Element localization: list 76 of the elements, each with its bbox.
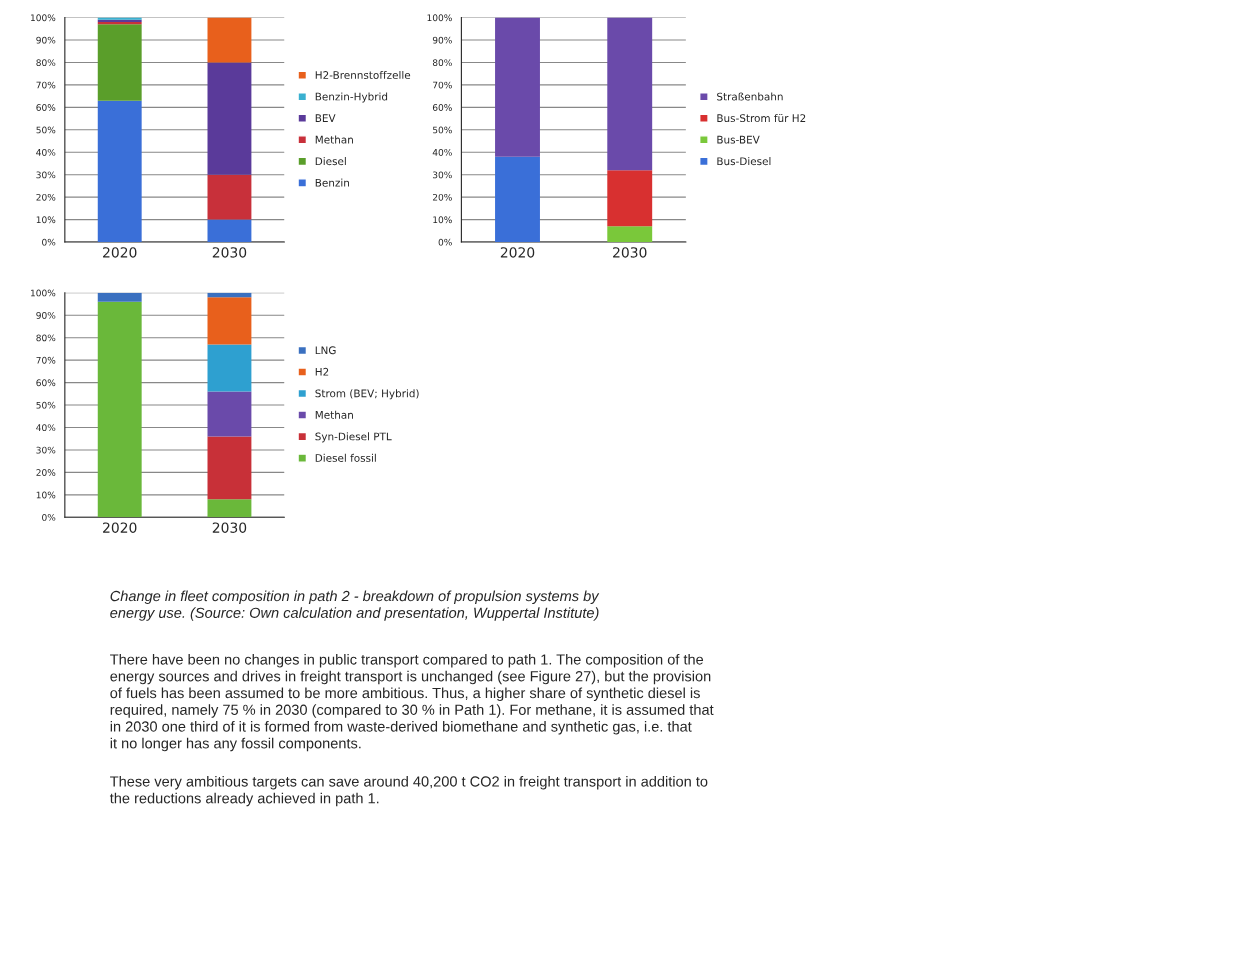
y-tick-label: 40% bbox=[36, 148, 56, 156]
y-tick-label: 90% bbox=[36, 36, 56, 44]
y-tick-label: 90% bbox=[36, 311, 56, 319]
legend-label: Bus-Diesel bbox=[717, 157, 771, 166]
text: These very ambitious targets can save around 40,200 t CO2 in freight transport in addition to the reductions already achieved in path 1. bbox=[109, 775, 708, 807]
y-tick-label: 100% bbox=[427, 14, 452, 22]
y-tick-label: 20% bbox=[432, 193, 452, 201]
text: There have been no changes in public transport compared to path 1. The composition of the energy sources and drives in freight transport is unchanged (see Figure 27), but the provision of fuels has been assumed to be more ambitious. Thus, a higher share of synthetic diesel is required, namely 75 % in 2030 (compared to 30 % in Path 1). For methane, it is assumed that in 2030 one third of it is formed from waste-derived biomethane and synthetic gas, i.e. that it no longer has any fossil components. bbox=[110, 653, 714, 752]
bar bbox=[207, 391, 252, 437]
bar bbox=[607, 226, 653, 243]
legend-label: BEV bbox=[315, 114, 336, 122]
legend-label: H2-Brennstoffzelle bbox=[315, 70, 411, 79]
y-tick-label: 80% bbox=[36, 59, 56, 67]
legend-label: LNG bbox=[315, 346, 336, 355]
y-tick-label: 30% bbox=[36, 446, 56, 454]
legend-label: Benzin bbox=[315, 178, 349, 187]
y-tick-label: 40% bbox=[432, 148, 452, 156]
legend-label: Methan bbox=[315, 135, 353, 144]
legend-label: Bus-Strom für H2 bbox=[717, 114, 806, 123]
legend-label: Diesel fossil bbox=[315, 453, 376, 462]
y-tick-label: 90% bbox=[432, 36, 452, 44]
y-tick-label: 40% bbox=[36, 424, 56, 432]
text: Change in fleet composition in path 2 - breakdown of propulsion systems by energy use. (Source: Own calculation and presentation, Wuppertal Institute) bbox=[110, 590, 600, 621]
y-tick-label: 60% bbox=[432, 104, 452, 111]
bar bbox=[207, 174, 252, 220]
bar bbox=[97, 100, 142, 243]
legend-label: Straßenbahn bbox=[717, 92, 783, 101]
bar bbox=[207, 62, 252, 175]
y-tick-label: 10% bbox=[36, 491, 56, 499]
legend-label: Diesel bbox=[315, 157, 346, 166]
legend-label: Bus-BEV bbox=[717, 135, 760, 144]
y-tick-label: 60% bbox=[36, 104, 56, 111]
bar bbox=[207, 499, 252, 518]
legend-label: Strom (BEV; Hybrid) bbox=[315, 389, 419, 400]
bar bbox=[495, 156, 540, 243]
x-tick-label: 2020 bbox=[103, 247, 137, 258]
legend-label: H2 bbox=[315, 367, 329, 376]
y-tick-label: 0% bbox=[42, 238, 56, 246]
legend-label: Syn-Diesel PTL bbox=[315, 432, 392, 443]
y-tick-label: 20% bbox=[36, 469, 56, 476]
y-tick-label: 0% bbox=[42, 514, 56, 521]
y-tick-label: 10% bbox=[36, 216, 56, 224]
y-tick-label: 50% bbox=[36, 126, 56, 134]
y-tick-label: 60% bbox=[36, 379, 56, 387]
y-tick-label: 70% bbox=[36, 356, 56, 364]
y-tick-label: 10% bbox=[433, 216, 452, 224]
y-tick-label: 20% bbox=[36, 193, 56, 201]
x-tick-label: 2020 bbox=[103, 522, 137, 533]
bar bbox=[97, 301, 142, 518]
bar bbox=[607, 170, 653, 227]
bar bbox=[207, 344, 252, 392]
bar bbox=[97, 292, 142, 302]
y-tick-label: 30% bbox=[432, 171, 452, 179]
y-tick-label: 100% bbox=[31, 14, 56, 22]
y-tick-label: 70% bbox=[433, 81, 452, 89]
legend-label: Methan bbox=[315, 410, 353, 419]
bar bbox=[207, 297, 252, 345]
y-tick-label: 100% bbox=[31, 289, 56, 297]
y-tick-label: 30% bbox=[36, 171, 56, 179]
y-tick-label: 70% bbox=[36, 81, 56, 89]
y-tick-label: 50% bbox=[36, 401, 56, 409]
bar bbox=[607, 17, 653, 171]
bar bbox=[207, 17, 252, 63]
bar bbox=[207, 219, 252, 243]
x-tick-label: 2020 bbox=[500, 247, 535, 258]
bar bbox=[97, 24, 142, 101]
bar bbox=[207, 436, 252, 500]
y-tick-label: 50% bbox=[432, 126, 452, 134]
legend-label: Benzin-Hybrid bbox=[315, 92, 388, 103]
y-tick-label: 80% bbox=[36, 334, 56, 342]
x-tick-label: 2030 bbox=[212, 522, 247, 533]
bar bbox=[495, 17, 540, 157]
x-tick-label: 2030 bbox=[212, 247, 247, 258]
x-tick-label: 2030 bbox=[613, 247, 647, 258]
y-tick-label: 0% bbox=[438, 238, 452, 246]
y-tick-label: 80% bbox=[432, 59, 452, 67]
